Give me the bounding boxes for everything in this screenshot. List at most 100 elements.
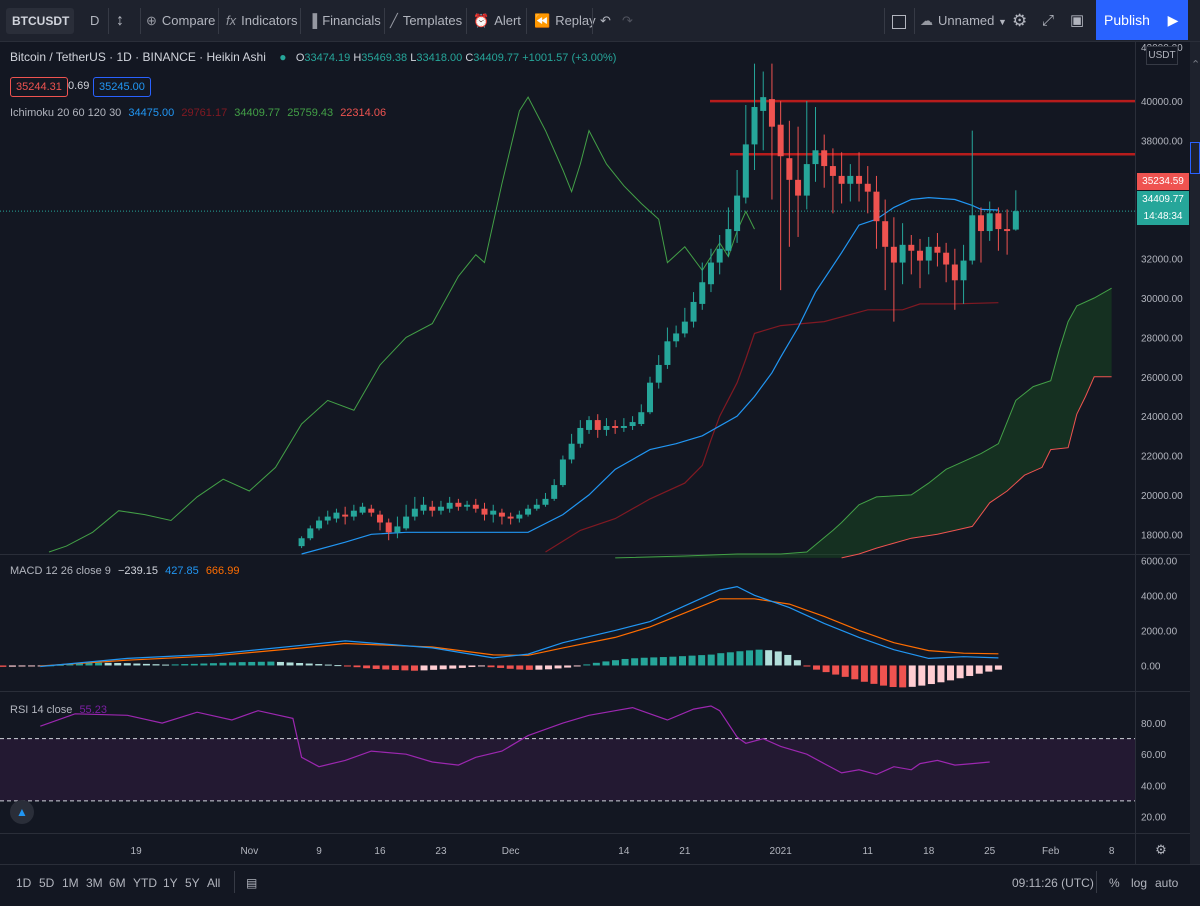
candle-body (350, 510, 357, 517)
chart-area[interactable]: 40000.0038000.0036000.0034000.0032000.00… (0, 42, 1200, 864)
macd-histogram-bar (296, 663, 304, 666)
macd-histogram-bar (95, 662, 103, 666)
range-5d-button[interactable]: 5D (39, 876, 55, 890)
macd-legend: MACD 12 26 close 9 −239.15 427.85 666.99 (10, 565, 239, 577)
candle-body (977, 215, 984, 232)
candle-body (856, 175, 863, 184)
range-1m-button[interactable]: 1M (62, 876, 79, 890)
macd-histogram-bar (966, 665, 974, 676)
macd-histogram-bar (382, 665, 390, 670)
candle-body (298, 538, 305, 547)
auto-toggle[interactable]: auto (1155, 876, 1179, 890)
interval-button[interactable]: D (90, 13, 100, 28)
financials-button[interactable]: ▐ Financials (308, 0, 381, 42)
chart-svg[interactable]: 40000.0038000.0036000.0034000.0032000.00… (0, 42, 1190, 864)
publish-button[interactable]: Publish (1096, 0, 1158, 40)
templates-button[interactable]: ╱ Templates (390, 0, 462, 42)
redo-icon[interactable]: ↷ (622, 13, 633, 28)
chevron-down-icon: ▼ (998, 17, 1007, 27)
candle-body (673, 333, 680, 342)
candle-body (899, 244, 906, 263)
candle-body (551, 485, 558, 499)
candle-body (455, 502, 462, 507)
candle-body (324, 516, 331, 521)
candle-body (638, 412, 645, 425)
compare-label: Compare (161, 13, 216, 28)
settings-gear-icon[interactable]: ⚙ (1012, 11, 1028, 30)
range-1d-button[interactable]: 1D (16, 876, 32, 890)
play-circle-icon[interactable]: ▶ (1158, 0, 1188, 40)
range-all-button[interactable]: All (207, 876, 221, 890)
clock-timezone[interactable]: 09:11:26 (UTC) (1012, 876, 1094, 890)
candle-body (655, 364, 662, 383)
macd-histogram-bar (755, 649, 763, 666)
range-5y-button[interactable]: 5Y (185, 876, 200, 890)
tradingview-logo-icon[interactable]: ▲ (10, 800, 34, 824)
collapse-arrow-icon[interactable]: ⌃ (1191, 59, 1200, 71)
macd-histogram-bar (880, 665, 888, 686)
candle-body (437, 506, 444, 511)
range-3m-button[interactable]: 3M (86, 876, 103, 890)
macd-histogram-bar (640, 657, 648, 666)
chart-type-icon[interactable]: ↕ (116, 12, 124, 29)
macd-histogram-bar (75, 663, 83, 666)
symbol-search-button[interactable]: BTCUSDT (6, 8, 74, 34)
toolbar-divider (300, 8, 301, 34)
layout-name-button[interactable]: ☁ Unnamed ▼ (920, 0, 1007, 42)
range-1y-button[interactable]: 1Y (163, 876, 178, 890)
percent-toggle[interactable]: % (1109, 876, 1120, 890)
indicators-button[interactable]: fx Indicators (226, 0, 298, 42)
compare-button[interactable]: ⊕ Compare (146, 0, 215, 42)
price-tick-label: 32000.00 (1141, 255, 1183, 266)
candle-body (734, 195, 741, 232)
undo-icon[interactable]: ↶ (600, 13, 611, 28)
high-label: H (353, 52, 362, 64)
macd-histogram-bar (841, 665, 849, 677)
rsi-band-fill (0, 738, 1135, 801)
camera-snapshot-icon[interactable]: ▣ (1070, 12, 1085, 29)
macd-histogram-bar (0, 665, 7, 667)
replay-button[interactable]: ⏪ Replay (534, 0, 596, 42)
alert-button[interactable]: ⏰ Alert (473, 0, 521, 42)
price-tick-label: 26000.00 (1141, 373, 1183, 384)
candle-body (446, 502, 453, 509)
log-toggle[interactable]: log (1131, 876, 1148, 890)
macd-histogram-bar (410, 665, 418, 671)
templates-icon: ╱ (390, 13, 398, 28)
price-tick-label: 38000.00 (1141, 136, 1183, 147)
macd-histogram-bar (497, 665, 505, 668)
axis-settings-gear-icon[interactable]: ⚙ (1155, 842, 1167, 857)
price-scale-handle[interactable] (1190, 142, 1200, 174)
ichimoku-base-line (545, 302, 999, 553)
macd-histogram-bar (602, 661, 610, 666)
expand-fullscreen-icon[interactable]: ⤢ (1042, 12, 1055, 29)
macd-histogram-bar (162, 664, 170, 666)
buy-price-button[interactable]: 35245.00 (93, 77, 151, 97)
macd-histogram-bar (152, 664, 160, 666)
bottom-toolbar: 1D 5D 1M 3M 6M YTD 1Y 5Y All ▤ 09:11:26 … (0, 864, 1200, 906)
sell-price-button[interactable]: 35244.31 (10, 77, 68, 97)
macd-hist-value: −239.15 (117, 565, 159, 577)
bid-price-tag: 35234.59 (1137, 173, 1189, 190)
ichimoku-legend: Ichimoku 20 60 120 30 34475.00 29761.17 … (10, 107, 386, 119)
fullscreen-square-icon[interactable] (892, 0, 906, 42)
right-sidebar-strip (1190, 42, 1200, 864)
candle-body (542, 498, 549, 505)
go-to-date-icon[interactable]: ▤ (246, 876, 258, 890)
macd-histogram-bar (688, 655, 696, 666)
rsi-line (40, 705, 990, 776)
time-tick-label: 11 (863, 846, 874, 857)
ichimoku-conversion-line (301, 196, 999, 555)
macd-histogram-bar (918, 665, 926, 686)
candle-body (986, 213, 993, 232)
macd-histogram-bar (956, 665, 964, 679)
macd-histogram-bar (363, 665, 371, 669)
function-icon: fx (226, 13, 237, 28)
ichimoku-lead-b-line (841, 376, 1112, 559)
range-ytd-button[interactable]: YTD (133, 876, 157, 890)
ichimoku-lead1-value: 25759.43 (287, 107, 334, 119)
range-6m-button[interactable]: 6M (109, 876, 126, 890)
candle-body (699, 282, 706, 304)
macd-histogram-bar (248, 661, 256, 666)
macd-histogram-bar (123, 663, 131, 666)
